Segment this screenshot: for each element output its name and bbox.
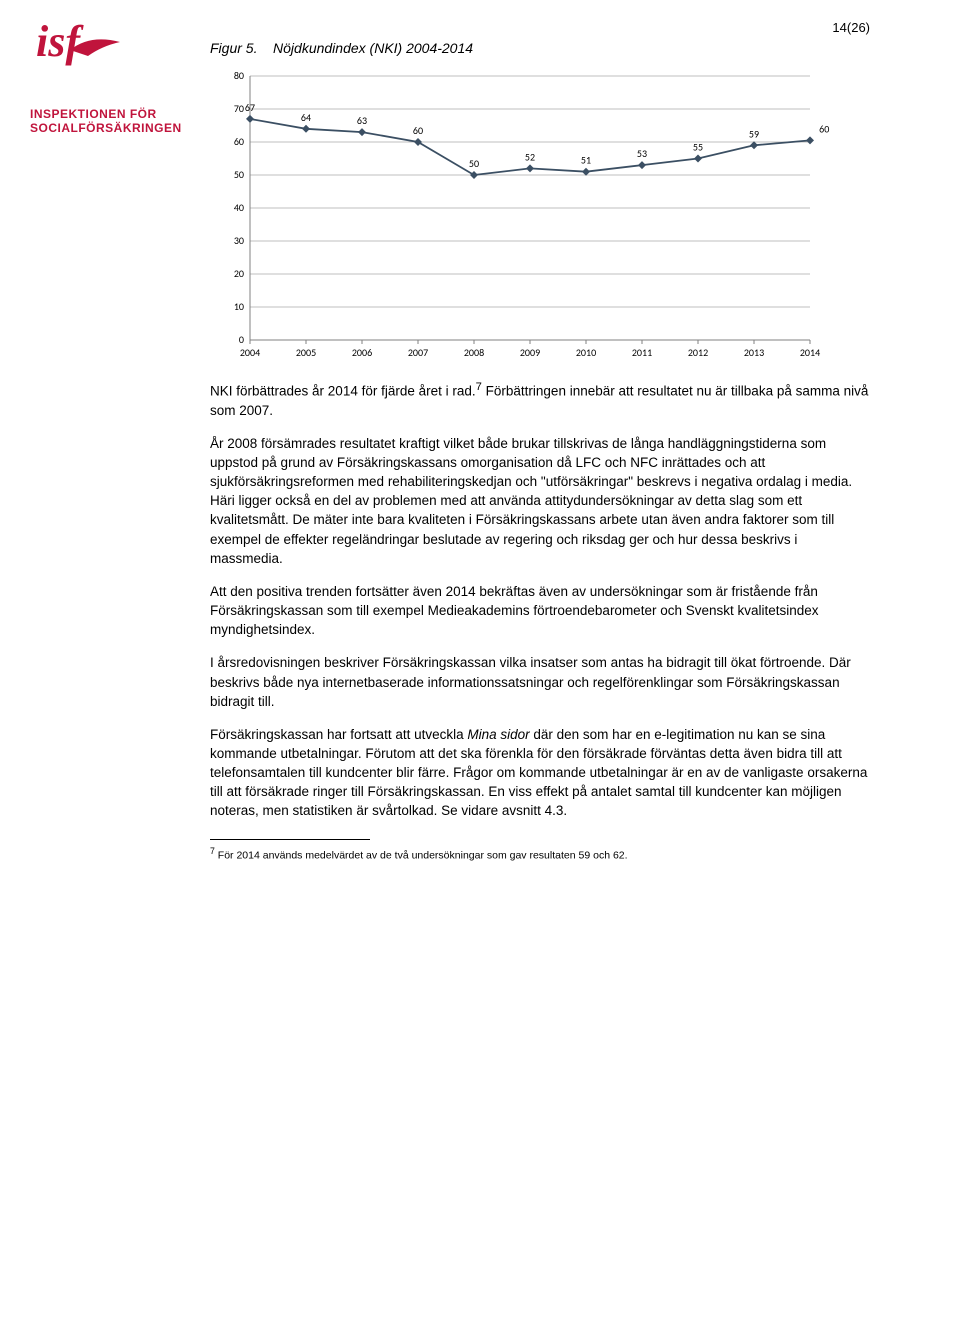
paragraph-1: NKI förbättrades år 2014 för fjärde året… [210, 380, 870, 420]
svg-text:51: 51 [581, 154, 591, 167]
page-number: 14(26) [832, 20, 870, 35]
svg-text:2014: 2014 [800, 346, 820, 359]
figure-label: Figur 5. Nöjdkundindex (NKI) 2004-2014 [210, 40, 870, 56]
svg-text:60,5: 60,5 [819, 122, 830, 135]
svg-text:55: 55 [693, 141, 703, 154]
svg-text:2009: 2009 [520, 346, 540, 359]
paragraph-3: Att den positiva trenden fortsätter även… [210, 582, 870, 639]
logo-line1: INSPEKTIONEN FÖR [30, 107, 200, 121]
footnote-text: För 2014 används medelvärdet av de två u… [215, 849, 628, 861]
chart-svg: 0 10 20 30 40 50 60 70 80 2004 2005 2006 2007 2008 200… [210, 66, 830, 366]
paragraph-4: I årsredovisningen beskriver Försäkrings… [210, 653, 870, 710]
logo: isf INSPEKTIONEN FÖR SOCIALFÖRSÄKRINGEN [30, 20, 200, 135]
footnote-rule [210, 839, 370, 840]
footnote: 7 För 2014 används medelvärdet av de två… [210, 846, 870, 863]
svg-text:52: 52 [525, 150, 535, 163]
svg-text:50: 50 [469, 157, 479, 170]
figure-number: Figur 5. [210, 40, 257, 56]
logo-text: INSPEKTIONEN FÖR SOCIALFÖRSÄKRINGEN [30, 107, 200, 135]
svg-text:67: 67 [245, 101, 255, 114]
svg-text:20: 20 [234, 267, 244, 280]
nki-chart: 0 10 20 30 40 50 60 70 80 2004 2005 2006 2007 2008 200… [210, 66, 870, 366]
logo-line2: SOCIALFÖRSÄKRINGEN [30, 121, 200, 135]
p5-text-a: Försäkringskassan har fortsatt att utvec… [210, 727, 467, 742]
svg-text:63: 63 [357, 114, 367, 127]
page: 14(26) isf INSPEKTIONEN FÖR SOCIALFÖRSÄK… [0, 0, 960, 1334]
svg-text:2012: 2012 [688, 346, 708, 359]
p1-text-a: NKI förbättrades år 2014 för fjärde året… [210, 384, 476, 399]
paragraph-5: Försäkringskassan har fortsatt att utvec… [210, 725, 870, 821]
logo-isf-text: isf [36, 20, 84, 66]
p5-emphasis: Mina sidor [467, 727, 529, 742]
svg-text:59: 59 [749, 127, 759, 140]
svg-text:2007: 2007 [408, 346, 428, 359]
svg-text:2005: 2005 [296, 346, 316, 359]
svg-text:10: 10 [234, 300, 244, 313]
svg-text:80: 80 [234, 69, 244, 82]
svg-text:53: 53 [637, 147, 647, 160]
svg-text:2006: 2006 [352, 346, 372, 359]
isf-logo-svg: isf [30, 20, 200, 102]
svg-text:2010: 2010 [576, 346, 596, 359]
svg-text:30: 30 [234, 234, 244, 247]
paragraph-2: År 2008 försämrades resultatet kraftigt … [210, 434, 870, 568]
figure-title: Nöjdkundindex (NKI) 2004-2014 [273, 40, 473, 56]
svg-text:60: 60 [234, 135, 244, 148]
svg-text:2004: 2004 [240, 346, 260, 359]
svg-text:50: 50 [234, 168, 244, 181]
svg-text:40: 40 [234, 201, 244, 214]
svg-text:60: 60 [413, 124, 423, 137]
svg-text:70: 70 [234, 102, 244, 115]
svg-text:2011: 2011 [632, 346, 652, 359]
svg-text:0: 0 [239, 333, 244, 346]
body-text: NKI förbättrades år 2014 för fjärde året… [210, 380, 870, 821]
svg-text:2013: 2013 [744, 346, 764, 359]
svg-text:2008: 2008 [464, 346, 484, 359]
svg-text:64: 64 [301, 111, 311, 124]
